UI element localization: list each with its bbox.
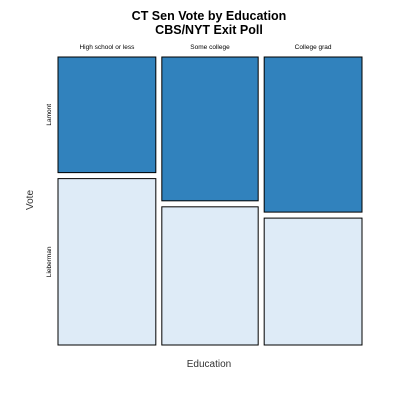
x-axis-label: Education [187,359,231,370]
chart-subtitle: CBS/NYT Exit Poll [155,23,263,37]
mosaic-tiles [57,56,363,346]
column-label: High school or less [79,44,135,51]
column-label: Some college [190,44,230,51]
column-labels: High school or less Some college College g… [79,44,331,51]
mosaic-tile-lieberman-3 [263,217,363,346]
mosaic-tile-lamont-3 [263,56,363,213]
row-label-lamont: Lamont [46,104,53,126]
mosaic-tile-lieberman-2 [161,206,259,346]
chart-title: CT Sen Vote by Education [132,9,287,23]
row-labels: Lamont Lieberman [46,104,53,277]
row-label-lieberman: Lieberman [46,246,53,277]
y-axis-label: Vote [25,190,36,210]
mosaic-tile-lamont-2 [161,56,259,202]
column-label: College grad [295,44,332,51]
mosaic-tile-lamont-1 [57,56,157,174]
mosaic-tile-lieberman-1 [57,178,157,346]
